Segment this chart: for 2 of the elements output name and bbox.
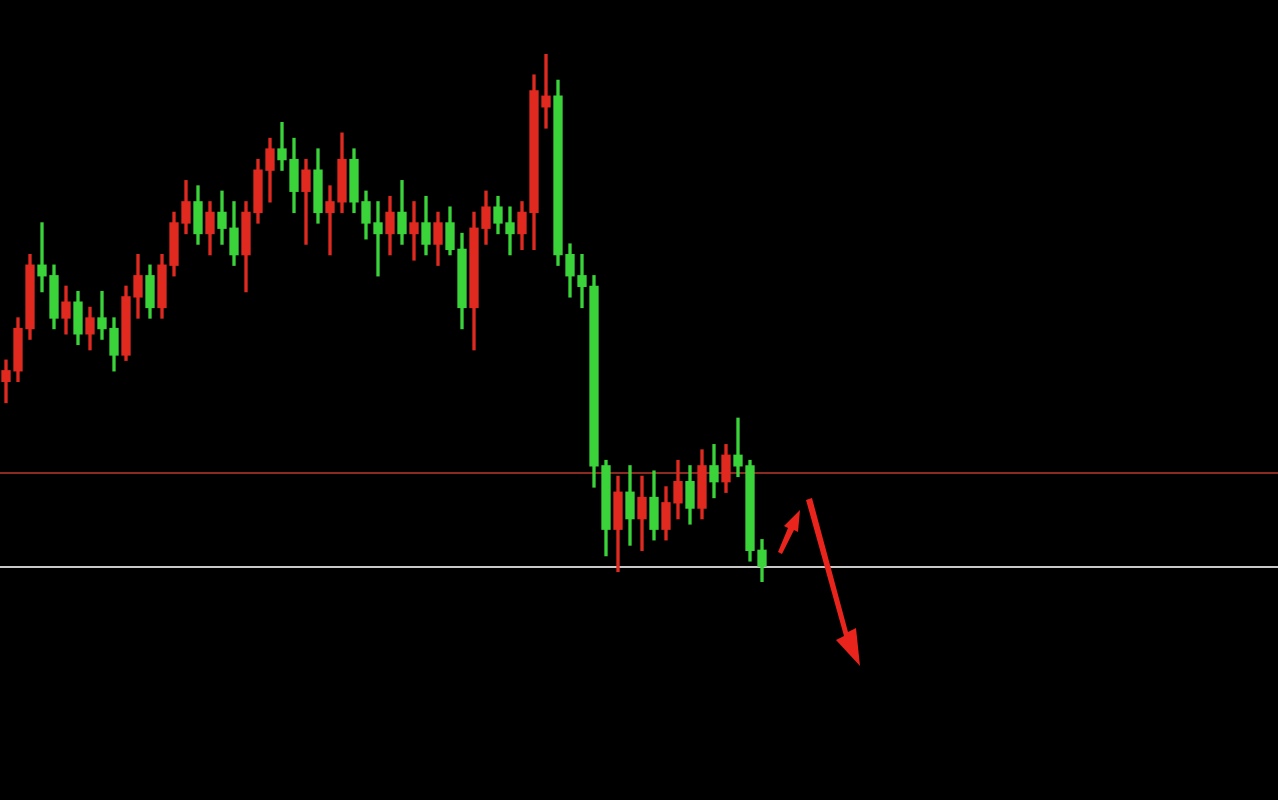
candlestick	[301, 158, 311, 245]
candlestick	[409, 201, 419, 261]
